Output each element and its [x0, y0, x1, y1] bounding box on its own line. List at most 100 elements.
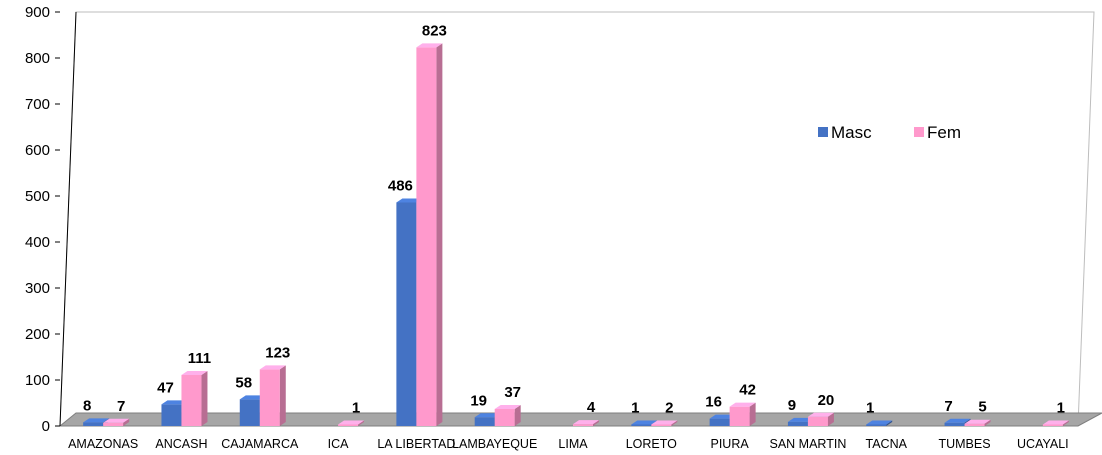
bar-side	[358, 420, 365, 426]
data-label: 20	[818, 392, 835, 409]
bar-top	[83, 418, 110, 423]
bar-top	[651, 420, 678, 425]
bar	[181, 374, 202, 426]
bar-top	[631, 420, 658, 425]
bar-top	[964, 419, 991, 424]
bar-side	[671, 420, 678, 426]
data-label: 1	[866, 400, 874, 417]
data-label: 1	[352, 400, 360, 417]
bar	[1042, 424, 1063, 426]
data-label: 16	[705, 394, 722, 411]
data-label: 2	[665, 400, 673, 417]
bar-side	[886, 420, 893, 426]
x-tick-label: ANCASH	[155, 437, 207, 451]
y-tick-label: 300	[25, 280, 50, 297]
data-label: 7	[117, 398, 125, 415]
bar	[787, 421, 808, 426]
bar-top	[474, 413, 501, 418]
bar	[964, 423, 985, 426]
y-tick-label: 0	[42, 418, 50, 435]
bar	[866, 424, 887, 426]
x-tick-label: UCAYALI	[1017, 437, 1069, 451]
plot-walls	[58, 11, 1102, 427]
y-tick-label: 700	[25, 96, 50, 113]
y-tick-label: 500	[25, 188, 50, 205]
bar-top	[709, 414, 736, 419]
data-label: 5	[978, 399, 986, 416]
y-tick-label: 800	[25, 50, 50, 67]
bars	[83, 43, 1069, 427]
bar	[161, 404, 182, 426]
data-label: 19	[470, 392, 487, 409]
x-tick-label: PIURA	[711, 437, 750, 451]
y-tick-label: 600	[25, 142, 50, 159]
bar-top	[944, 418, 971, 423]
y-tick-label: 100	[25, 372, 50, 389]
bar-side	[436, 43, 443, 427]
bar-top	[103, 418, 130, 423]
bar	[259, 369, 280, 426]
bar	[944, 422, 965, 426]
y-tick-label: 900	[25, 4, 50, 21]
bar	[338, 424, 359, 426]
bar-top	[239, 395, 266, 400]
bar	[239, 399, 260, 426]
bar-side	[749, 402, 756, 426]
data-label: 9	[788, 397, 796, 414]
bar-side	[593, 420, 599, 426]
bar-top	[729, 402, 756, 407]
bar-side	[279, 365, 286, 426]
bar	[631, 424, 652, 426]
bar-top	[807, 412, 834, 417]
data-label: 123	[265, 344, 290, 361]
x-tick-label: ICA	[328, 437, 350, 451]
legend: Masc Fem	[818, 123, 961, 142]
back-wall	[59, 11, 1095, 427]
data-label: 1	[631, 400, 639, 417]
bar	[573, 424, 593, 426]
data-label: 111	[188, 350, 211, 367]
x-tick-label: LORETO	[626, 437, 677, 451]
bar	[807, 416, 828, 426]
bar	[494, 408, 515, 426]
bar	[709, 418, 730, 426]
bar-side	[827, 412, 834, 426]
x-tick-label: LA LIBERTAD	[377, 437, 455, 451]
y-axis-line	[59, 11, 77, 427]
legend-swatch	[818, 127, 828, 137]
x-tick-label: LAMBAYEQUE	[452, 437, 537, 451]
bar	[729, 406, 750, 426]
bar	[396, 202, 417, 426]
data-label: 8	[83, 397, 91, 414]
data-label: 1	[1057, 400, 1065, 417]
bar-top	[338, 420, 365, 425]
bar-top	[573, 420, 599, 425]
bar-side	[984, 419, 991, 426]
legend-swatch	[914, 127, 924, 137]
bar	[83, 422, 104, 426]
bar-top	[396, 198, 423, 203]
legend-label: Masc	[831, 123, 872, 142]
bar-side	[123, 418, 130, 426]
bar-side	[1062, 420, 1069, 426]
bar-top	[259, 365, 286, 370]
data-label: 4	[587, 399, 596, 416]
data-label: 823	[422, 22, 447, 39]
bar	[416, 47, 437, 427]
bar-side	[201, 370, 208, 426]
bar-top	[494, 404, 521, 409]
bar-top	[416, 43, 443, 48]
x-tick-label: TUMBES	[938, 437, 990, 451]
x-tick-label: CAJAMARCA	[221, 437, 299, 451]
bar	[651, 424, 672, 426]
x-tick-label: SAN MARTIN	[769, 437, 846, 451]
bar-side	[514, 404, 521, 426]
bar	[103, 422, 124, 426]
bar	[474, 417, 495, 426]
bar-top	[1042, 420, 1069, 425]
y-axis: 0 100 200 300 400 500 600 700 800 900	[25, 4, 60, 435]
x-tick-label: TACNA	[866, 437, 908, 451]
y-tick-label: 400	[25, 234, 50, 251]
